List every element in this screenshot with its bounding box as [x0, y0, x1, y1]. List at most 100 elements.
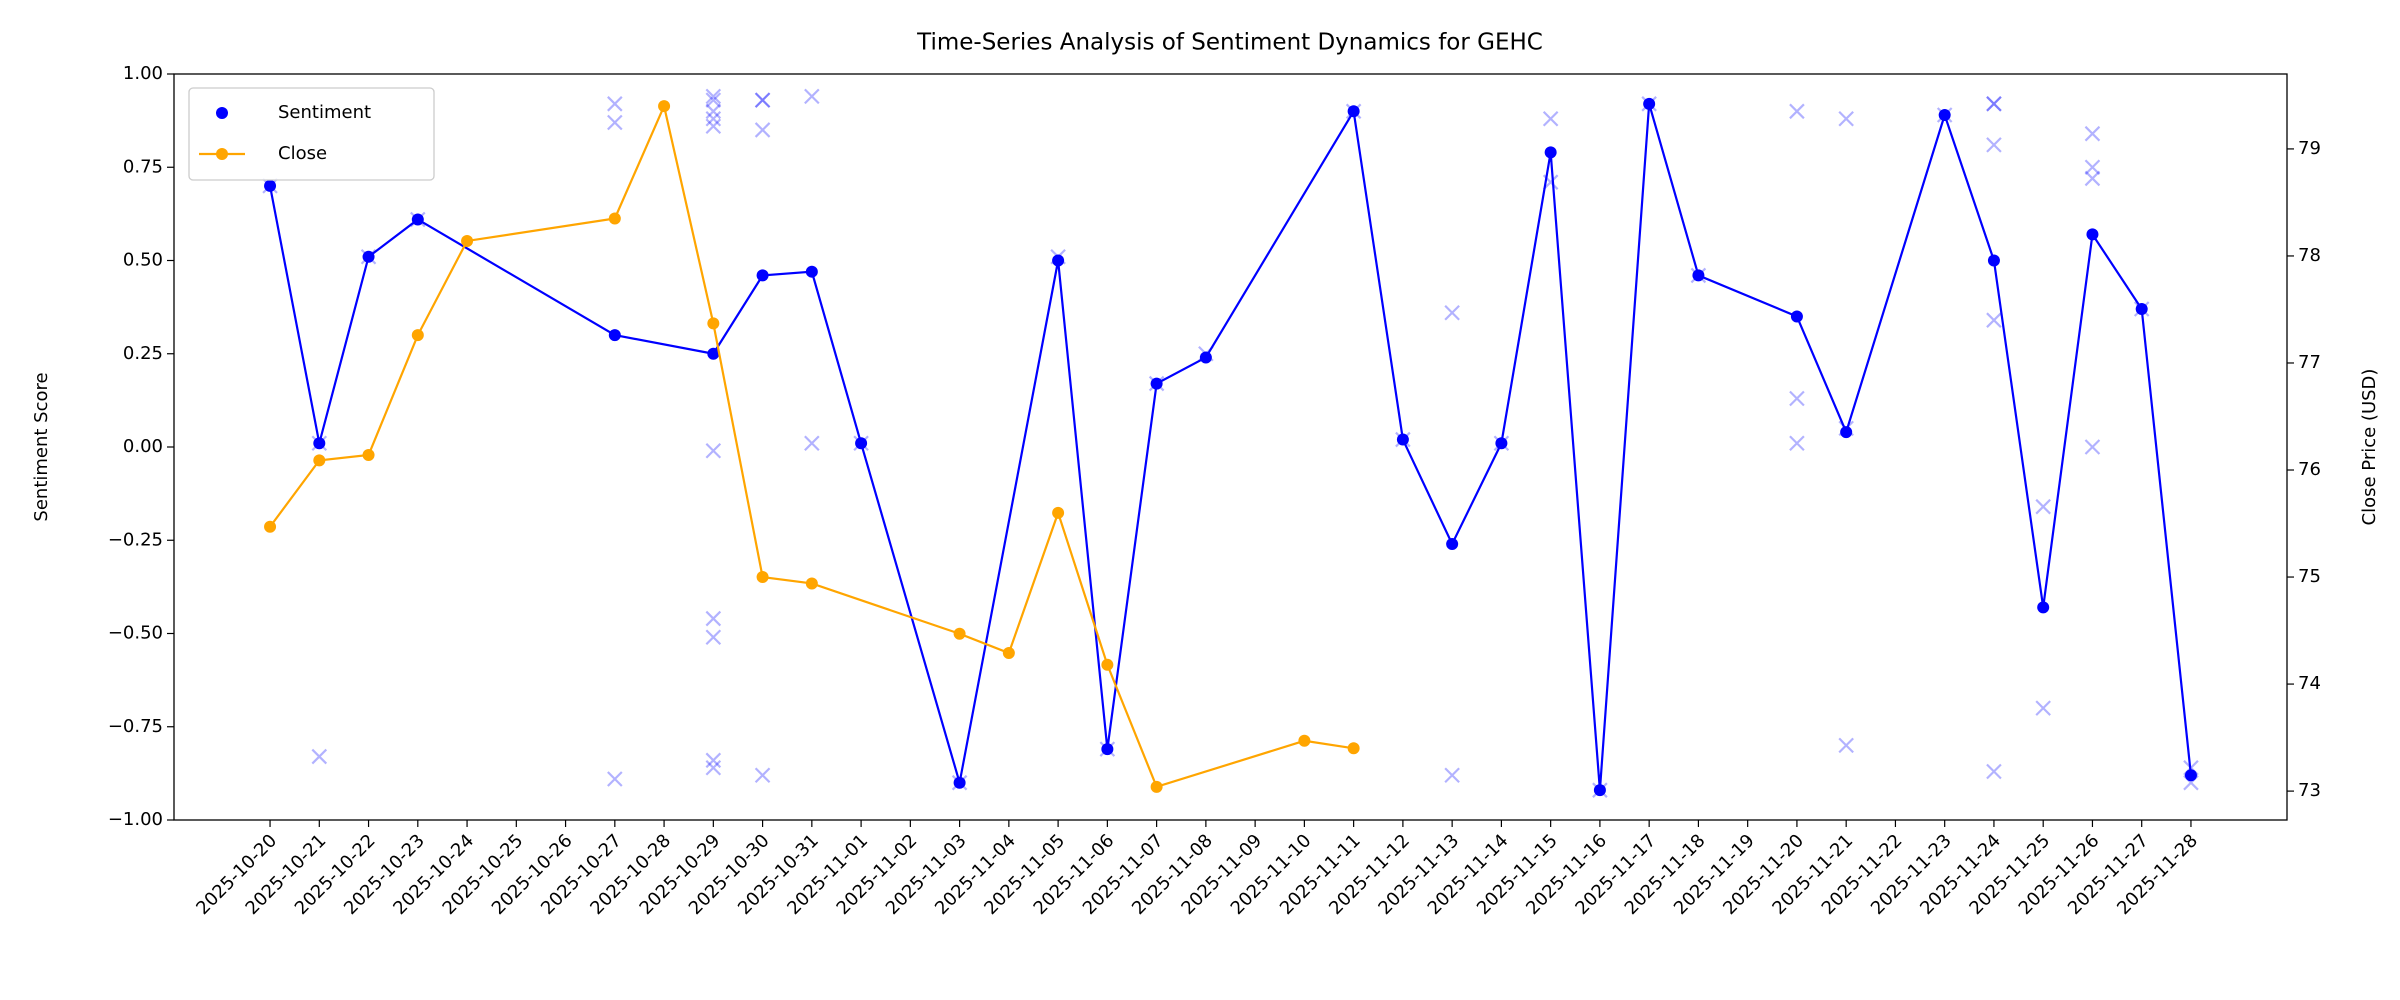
y-axis-label: Sentiment Score	[31, 372, 52, 521]
series-point	[1052, 254, 1065, 267]
score-marker	[1542, 110, 1559, 127]
score-marker	[754, 122, 771, 138]
series-point	[1101, 743, 1114, 756]
score-marker	[607, 114, 623, 131]
y2-tick-label: 78	[2298, 245, 2321, 266]
series-point	[658, 100, 671, 113]
series-point	[1347, 105, 1360, 118]
y2-tick-label: 74	[2298, 673, 2321, 694]
y-tick-label: −0.25	[108, 529, 163, 550]
score-marker	[1986, 96, 2002, 112]
score-marker	[804, 435, 820, 452]
score-marker	[1789, 435, 1805, 452]
score-marker	[705, 103, 722, 120]
y-tick-label: 0.00	[123, 436, 163, 457]
score-marker	[2035, 700, 2051, 716]
series-point	[1643, 97, 1656, 110]
y2-axis-label: Close Price (USD)	[2359, 369, 2380, 526]
score-marker	[705, 629, 722, 646]
legend-box	[188, 87, 435, 181]
score-marker	[1986, 312, 2002, 328]
series-point	[1396, 433, 1409, 446]
score-marker	[754, 92, 771, 108]
series-point	[2037, 601, 2050, 614]
series-point	[707, 317, 720, 330]
series-point	[1593, 784, 1606, 797]
score-marker	[2084, 439, 2101, 455]
series-point	[1150, 780, 1163, 793]
score-marker	[607, 96, 623, 112]
score-marker	[754, 92, 771, 108]
series-point	[1987, 254, 2000, 267]
score-marker	[1838, 110, 1854, 127]
score-marker	[1986, 763, 2002, 780]
series-point	[1002, 647, 1015, 660]
score-marker	[705, 760, 722, 776]
series-point	[953, 776, 966, 789]
series-point	[411, 213, 424, 226]
series-point	[362, 449, 375, 462]
y-tick-label: 0.25	[123, 343, 163, 364]
score-marker	[2084, 125, 2101, 142]
series-point	[756, 571, 769, 584]
legend-marker	[216, 107, 228, 119]
series-point	[313, 437, 326, 450]
score-marker	[705, 92, 722, 108]
y-tick-label: 0.50	[123, 250, 163, 271]
score-marker	[1789, 390, 1805, 407]
series-point	[707, 347, 720, 360]
y-tick-label: −0.75	[108, 716, 163, 737]
legend-marker	[216, 148, 228, 160]
score-marker	[1444, 767, 1460, 784]
series-point	[1840, 426, 1853, 439]
score-marker	[1838, 737, 1854, 754]
y2-tick-label: 73	[2298, 780, 2321, 801]
y2-tick-label: 75	[2298, 566, 2321, 587]
series-point	[2086, 228, 2099, 241]
series-point	[1790, 310, 1803, 323]
y2-tick-label: 79	[2298, 138, 2321, 159]
y-tick-label: 0.75	[123, 156, 163, 177]
y-tick-label: −1.00	[108, 809, 163, 830]
y-tick-label: −0.50	[108, 623, 163, 644]
series-point	[411, 329, 424, 342]
score-marker	[1986, 137, 2002, 153]
series-point	[608, 212, 621, 225]
y2-tick-label: 76	[2298, 459, 2321, 480]
score-marker	[705, 610, 722, 627]
score-marker	[1986, 96, 2002, 112]
series-point	[1544, 146, 1557, 159]
chart-title: Time-Series Analysis of Sentiment Dynami…	[916, 30, 1543, 56]
score-marker	[1789, 103, 1805, 120]
series-point	[608, 329, 621, 342]
series-point	[1101, 658, 1114, 671]
series-point	[313, 454, 326, 467]
series-point	[1199, 351, 1212, 364]
score-marker	[1444, 304, 1460, 321]
series-point	[264, 179, 277, 192]
score-marker	[705, 752, 722, 769]
series-point	[855, 437, 868, 450]
score-marker	[705, 88, 722, 105]
series-point	[461, 234, 474, 247]
score-marker	[311, 748, 328, 765]
y-tick-label: 1.00	[123, 63, 163, 84]
series-point	[1347, 742, 1360, 755]
series-point	[1692, 269, 1705, 282]
series-point	[756, 269, 769, 282]
series-point	[1446, 537, 1459, 550]
score-marker	[607, 771, 623, 787]
score-marker	[754, 767, 771, 784]
score-marker	[705, 442, 722, 459]
series-point	[805, 577, 818, 590]
series-point	[362, 250, 375, 263]
series-point	[2135, 302, 2148, 315]
legend-label: Sentiment	[278, 102, 371, 123]
series-point	[805, 265, 818, 278]
series-point	[2184, 769, 2197, 782]
series-point	[1052, 506, 1065, 519]
series-point	[1495, 437, 1508, 450]
series-line	[268, 103, 2193, 791]
